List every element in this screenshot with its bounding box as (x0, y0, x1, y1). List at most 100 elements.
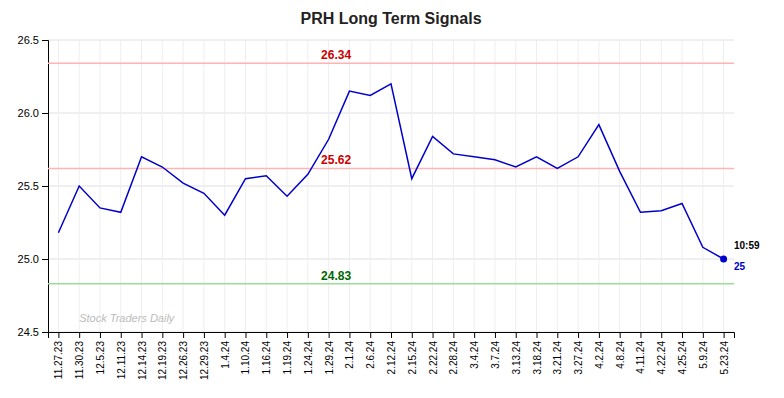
tick-mark (329, 332, 330, 338)
tick-label: 1.10.24 (240, 341, 251, 375)
tick-label: 2.12.24 (386, 341, 397, 375)
x-axis: 11.27.23 11.30.23 12.5.23 12.11.23 12.14.23 1… (49, 332, 735, 380)
tick-label: 4.22.24 (656, 341, 667, 375)
tick: 4.8.24 (615, 332, 626, 369)
tick: 4.2.24 (594, 332, 605, 369)
tick-label: 26.0 (18, 107, 39, 119)
grid-line (99, 40, 100, 332)
grid-line (515, 40, 516, 332)
reference-line (48, 63, 734, 65)
reference-line (48, 168, 734, 170)
tick-mark (412, 332, 413, 338)
axis-line (49, 333, 735, 339)
tick-label: 11.30.23 (74, 341, 85, 380)
grid-line (203, 40, 204, 332)
grid-line (640, 40, 641, 332)
tick-mark (474, 332, 475, 338)
tick-mark (183, 332, 184, 338)
tick-label: 1.19.24 (282, 341, 293, 375)
tick-mark (537, 332, 538, 338)
tick: 3.18.24 (532, 332, 543, 374)
tick: 2.6.24 (365, 332, 376, 369)
grid-line (619, 40, 620, 332)
tick: 12.11.23 (116, 332, 127, 379)
tick-mark (42, 332, 48, 333)
tick-mark (225, 332, 226, 338)
tick: 5.23.24 (719, 332, 730, 374)
tick: 25.0 (18, 253, 48, 265)
tick: 1.4.24 (220, 332, 231, 369)
grid-line (287, 40, 288, 332)
grid-line (723, 40, 724, 332)
tick-mark (724, 332, 725, 338)
tick-mark (162, 332, 163, 338)
chart: PRH Long Term Signals24.525.025.526.026.… (0, 0, 784, 398)
grid-line (58, 40, 59, 332)
tick: 3.21.24 (552, 332, 563, 374)
tick: 1.24.24 (303, 332, 314, 374)
tick-label: 3.21.24 (552, 341, 563, 375)
tick-mark (391, 332, 392, 338)
y-axis: 24.525.025.526.026.5 (18, 34, 49, 338)
grid-line (702, 40, 703, 332)
grid-line (370, 40, 371, 332)
tick-label: 3.4.24 (469, 341, 480, 369)
tick-mark (557, 332, 558, 338)
tick-label: 12.11.23 (116, 341, 127, 380)
grid-line (557, 40, 558, 332)
reference-label: 25.62 (321, 153, 351, 167)
tick-mark (287, 332, 288, 338)
tick: 2.22.24 (428, 332, 439, 374)
tick-mark (79, 332, 80, 338)
grid-line (245, 40, 246, 332)
tick: 12.26.23 (178, 332, 189, 380)
tick-label: 1.29.24 (324, 341, 335, 375)
grid-line (141, 40, 142, 332)
tick: 2.28.24 (448, 332, 459, 374)
tick-label: 2.1.24 (344, 341, 355, 369)
tick: 12.19.23 (157, 332, 168, 380)
tick-label: 24.5 (18, 326, 39, 338)
tick-label: 1.16.24 (261, 341, 272, 375)
tick: 26.0 (18, 107, 48, 119)
tick-mark (121, 332, 122, 338)
tick-label: 12.14.23 (137, 341, 148, 380)
reference-label: 26.34 (321, 48, 351, 62)
tick-mark (453, 332, 454, 338)
grid-line (224, 40, 225, 332)
tick-mark (58, 332, 59, 338)
tick: 12.14.23 (137, 332, 148, 380)
grid (48, 40, 734, 332)
tick: 1.16.24 (261, 332, 272, 374)
grid-line (598, 40, 599, 332)
tick: 4.22.24 (656, 332, 667, 374)
tick-label: 2.15.24 (407, 341, 418, 375)
tick-label: 11.27.23 (53, 341, 64, 380)
grid-line (661, 40, 662, 332)
tick-mark (516, 332, 517, 338)
tick: 3.7.24 (490, 332, 501, 369)
tick: 4.11.24 (635, 332, 646, 374)
tick-mark (599, 332, 600, 338)
grid-line (474, 40, 475, 332)
tick: 1.19.24 (282, 332, 293, 374)
reference-line (48, 283, 734, 285)
title: PRH Long Term Signals (300, 10, 481, 27)
tick-label: 1.4.24 (220, 341, 231, 369)
tick-mark (349, 332, 350, 338)
tick: 11.27.23 (53, 332, 64, 379)
tick-mark (142, 332, 143, 338)
grid-line (162, 40, 163, 332)
tick-label: 4.25.24 (677, 341, 688, 375)
grid-line (682, 40, 683, 332)
tick-label: 2.6.24 (365, 341, 376, 369)
tick: 12.29.23 (199, 332, 210, 380)
tick-mark (308, 332, 309, 338)
tick-mark (640, 332, 641, 338)
tick-mark (245, 332, 246, 338)
tick-label: 12.5.23 (95, 341, 106, 375)
grid-line (536, 40, 537, 332)
tick-label: 2.28.24 (448, 341, 459, 375)
tick-label: 25.0 (18, 253, 39, 265)
tick-mark (42, 40, 48, 41)
